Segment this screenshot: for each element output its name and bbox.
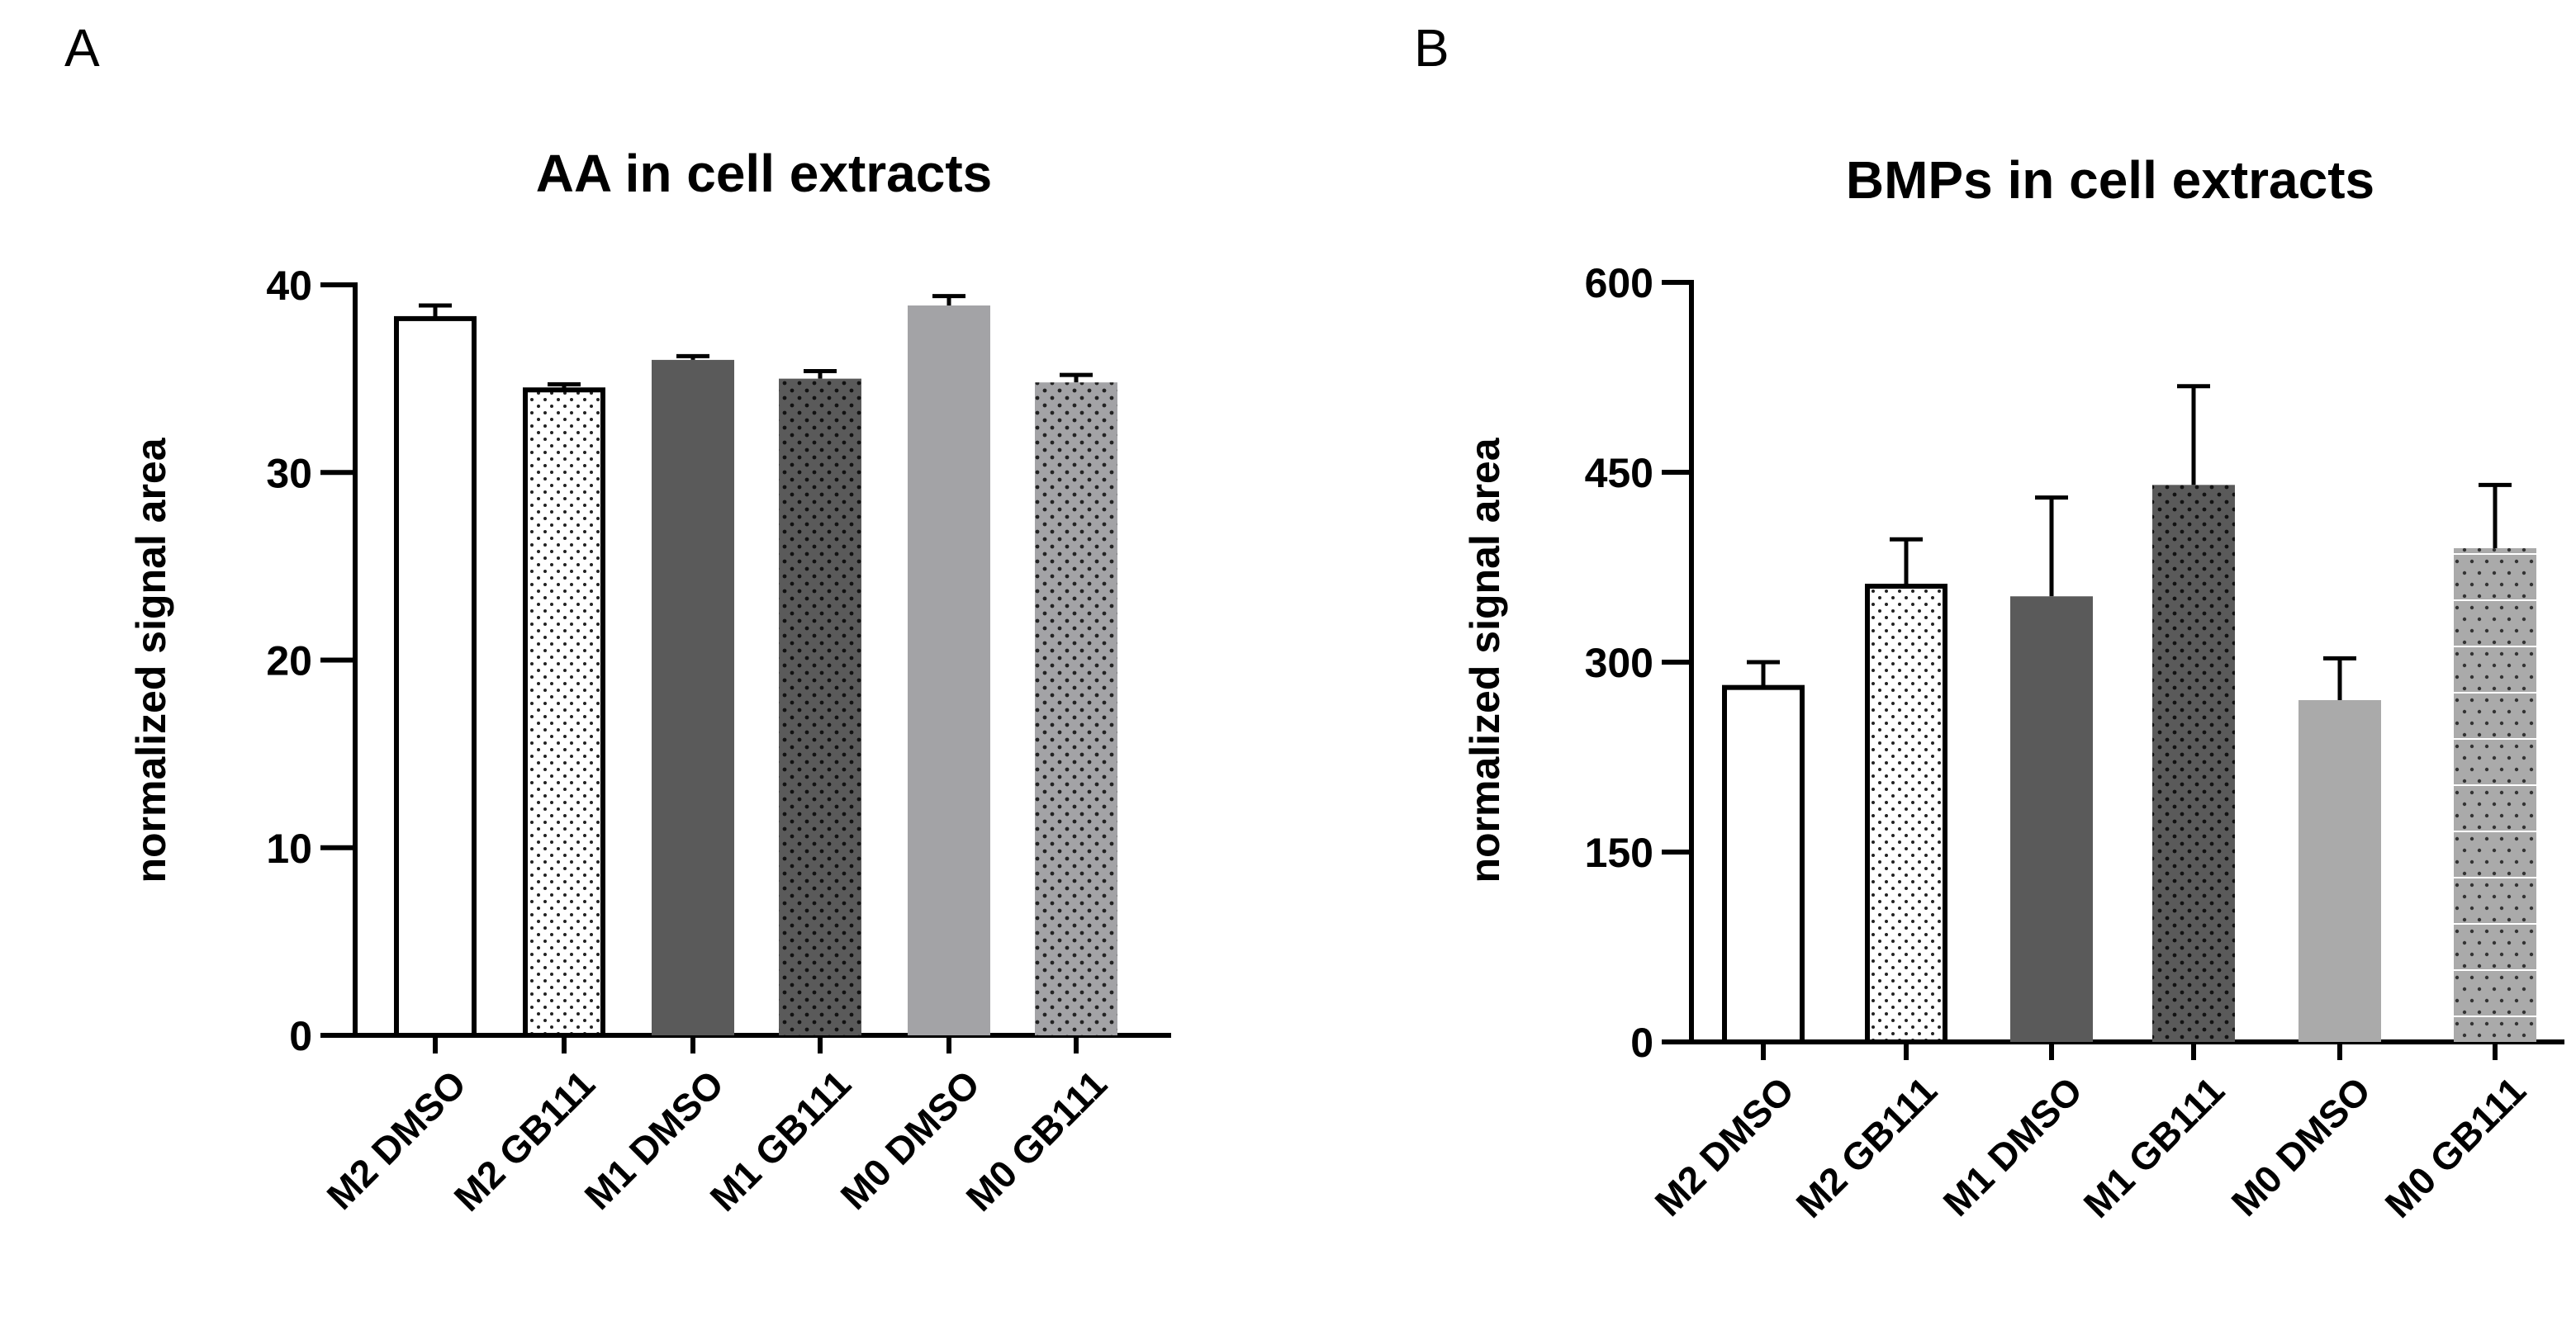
- y-tick-label: 600: [1585, 260, 1653, 306]
- panel-b: B BMPs in cell extracts normalized signa…: [1414, 18, 2564, 1226]
- bar: [1865, 584, 1947, 1044]
- y-tick-label: 0: [289, 1013, 312, 1059]
- x-tick-label: M2 GB111: [1788, 1068, 1945, 1225]
- y-tick-label: 10: [266, 826, 312, 872]
- x-tick-label: M2 GB111: [446, 1062, 603, 1219]
- bar: [1035, 382, 1117, 1035]
- x-tick-label: M1 GB111: [702, 1062, 859, 1219]
- panel-letter-a: A: [64, 18, 100, 78]
- bar: [779, 378, 861, 1035]
- bar: [1722, 684, 1805, 1045]
- panel-letter-b: B: [1414, 18, 1449, 78]
- x-tick-label: M1 DMSO: [1934, 1068, 2090, 1224]
- x-tick-label: M0 GB111: [2377, 1068, 2534, 1225]
- bar: [2010, 596, 2093, 1042]
- chart-b-title: BMPs in cell extracts: [1846, 150, 2374, 210]
- bar: [2298, 700, 2381, 1042]
- panel-a: A AA in cell extracts normalized signal …: [64, 18, 1171, 1219]
- x-tick-label: M0 DMSO: [2223, 1068, 2379, 1224]
- y-tick-label: 300: [1585, 640, 1653, 686]
- bar: [2152, 485, 2235, 1042]
- y-tick-label: 150: [1585, 830, 1653, 876]
- y-tick-label: 30: [266, 450, 312, 496]
- x-tick-label: M0 GB111: [958, 1062, 1115, 1219]
- bar: [652, 359, 734, 1035]
- chart-a-title: AA in cell extracts: [536, 144, 993, 203]
- y-tick-label: 20: [266, 638, 312, 684]
- bar: [523, 387, 605, 1038]
- y-tick-label: 40: [266, 263, 312, 309]
- chart-a-y-axis-label: normalized signal area: [128, 437, 174, 883]
- bar: [908, 305, 990, 1035]
- x-tick-label: M2 DMSO: [1646, 1068, 1802, 1224]
- y-tick-label: 450: [1585, 450, 1653, 496]
- bar: [2454, 548, 2536, 1042]
- x-tick-label: M1 GB111: [2076, 1068, 2232, 1225]
- y-tick-label: 0: [1630, 1020, 1653, 1066]
- bar: [394, 315, 477, 1038]
- chart-b-y-axis-label: normalized signal area: [1462, 437, 1508, 883]
